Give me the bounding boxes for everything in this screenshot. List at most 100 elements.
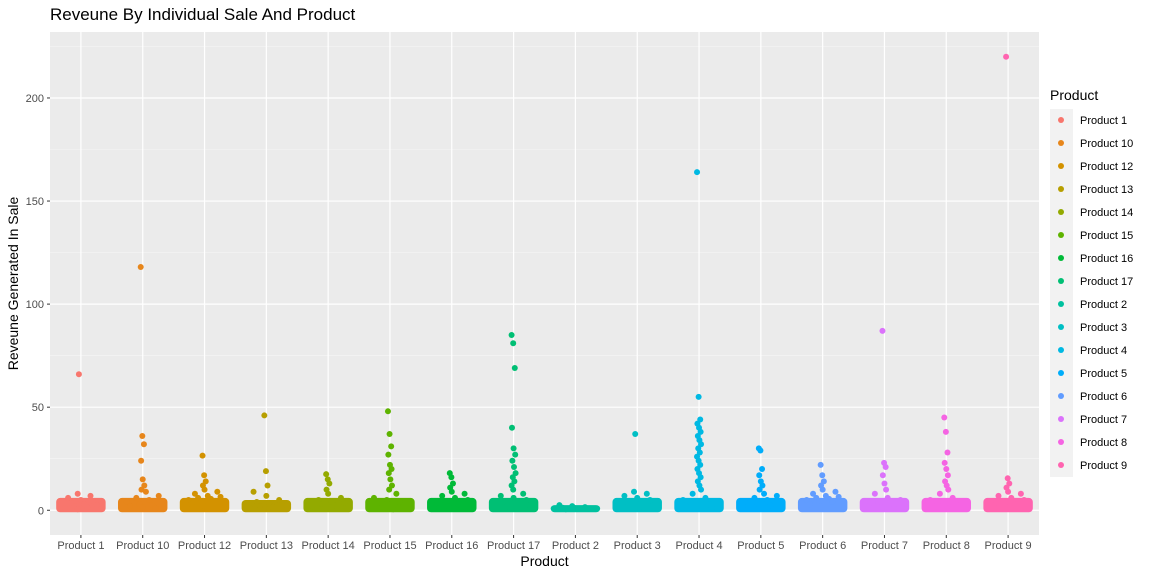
- chart-title: Reveune By Individual Sale And Product: [50, 5, 356, 24]
- data-point: [943, 505, 950, 512]
- series-product-13: [241, 412, 292, 513]
- data-point: [945, 486, 952, 493]
- x-axis: Product 1 Product 10 Product 12 Product 13 P…: [57, 535, 1032, 552]
- data-point: [264, 482, 271, 489]
- data-point: [461, 490, 468, 497]
- data-point: [884, 494, 891, 501]
- legend-key: [1058, 232, 1064, 238]
- legend-label: Product 16: [1080, 253, 1133, 265]
- data-point: [698, 486, 705, 493]
- legend-label: Product 13: [1080, 184, 1133, 196]
- legend-key: [1058, 163, 1064, 169]
- data-point: [276, 496, 283, 503]
- data-point: [683, 503, 690, 510]
- x-tick-label: Product 9: [985, 540, 1032, 552]
- data-point: [631, 488, 638, 495]
- series-product-9: [983, 53, 1033, 513]
- data-point: [509, 457, 516, 464]
- data-point: [385, 470, 392, 477]
- data-point: [510, 494, 517, 501]
- x-tick-label: Product 15: [363, 540, 416, 552]
- data-point: [185, 496, 192, 503]
- series-product-10: [117, 264, 168, 513]
- data-point: [315, 496, 322, 503]
- data-point: [689, 490, 696, 497]
- data-point: [386, 486, 393, 493]
- legend-key: [1058, 209, 1064, 215]
- data-point: [138, 457, 145, 464]
- legend-label: Product 14: [1080, 207, 1133, 219]
- data-point: [817, 461, 824, 468]
- data-point: [882, 463, 889, 470]
- data-point: [396, 499, 403, 506]
- data-point: [448, 474, 455, 481]
- legend-title: Product: [1050, 87, 1098, 103]
- data-point: [881, 480, 888, 487]
- data-point: [640, 504, 647, 511]
- legend-key: [1058, 117, 1064, 123]
- x-tick-label: Product 16: [425, 540, 478, 552]
- x-tick-label: Product 6: [799, 540, 846, 552]
- data-point: [326, 480, 333, 487]
- data-point: [942, 428, 949, 435]
- data-point: [309, 503, 316, 510]
- data-point: [944, 449, 951, 456]
- data-point: [155, 492, 162, 499]
- data-point: [806, 501, 813, 508]
- data-point: [627, 503, 634, 510]
- series-product-1: [56, 371, 106, 513]
- data-point: [819, 472, 826, 479]
- data-point: [754, 501, 761, 508]
- data-point: [464, 496, 471, 503]
- legend-key: [1058, 255, 1064, 261]
- data-point: [998, 499, 1005, 506]
- legend-key: [1058, 393, 1064, 399]
- data-point: [201, 503, 208, 510]
- data-point: [865, 503, 872, 510]
- legend-item: Product 4: [1058, 345, 1127, 357]
- series-product-17: [488, 332, 539, 513]
- data-point: [832, 488, 839, 495]
- series-product-5: [736, 445, 786, 513]
- data-point: [883, 486, 890, 493]
- data-point: [337, 494, 344, 501]
- series-product-6: [797, 461, 848, 513]
- data-point: [1008, 494, 1015, 501]
- legend-item: Product 14: [1058, 207, 1133, 219]
- data-point: [256, 503, 263, 510]
- data-point: [263, 492, 270, 499]
- data-point: [214, 488, 221, 495]
- legend-label: Product 7: [1080, 414, 1127, 426]
- legend-label: Product 15: [1080, 230, 1133, 242]
- x-tick-label: Product 4: [675, 540, 722, 552]
- data-point: [508, 332, 515, 339]
- data-point: [621, 492, 628, 499]
- data-point: [520, 490, 527, 497]
- data-point: [435, 505, 442, 512]
- legend-key: [1058, 462, 1064, 468]
- legend-label: Product 2: [1080, 299, 1127, 311]
- data-point: [585, 505, 592, 512]
- legend-key: [1058, 324, 1064, 330]
- x-tick-label: Product 3: [614, 540, 661, 552]
- data-point: [757, 447, 764, 454]
- series-product-3: [612, 430, 662, 513]
- legend-item: Product 6: [1058, 391, 1127, 403]
- data-point: [123, 499, 130, 506]
- data-point: [191, 490, 198, 497]
- data-point: [930, 503, 937, 510]
- legend-key: [1058, 439, 1064, 445]
- data-point: [199, 452, 206, 459]
- legend-item: Product 15: [1058, 230, 1133, 242]
- data-point: [139, 476, 146, 483]
- data-point: [1017, 490, 1024, 497]
- legend-label: Product 8: [1080, 437, 1127, 449]
- data-point: [835, 493, 842, 500]
- data-point: [562, 506, 569, 513]
- data-point: [126, 503, 133, 510]
- x-tick-label: Product 7: [861, 540, 908, 552]
- data-point: [745, 503, 752, 510]
- data-point: [992, 505, 999, 512]
- data-point: [941, 459, 948, 466]
